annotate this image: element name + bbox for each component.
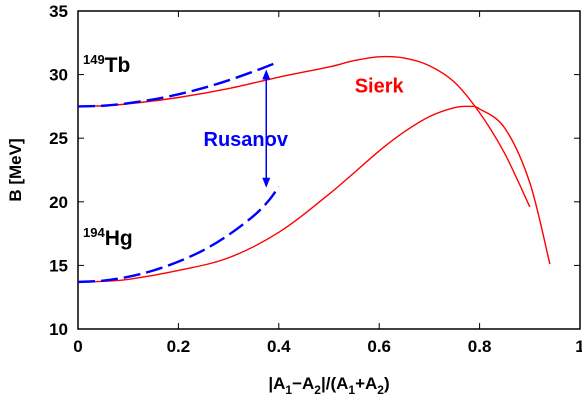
y-tick-label: 20 [49, 193, 68, 212]
series-line-sierk_hg [77, 105, 551, 283]
x-tick-label: 0 [73, 337, 82, 356]
label-194hg-mass: 194 [83, 225, 105, 240]
ticks: 0 0.2 0.4 0.6 0.8 1 10 15 20 25 30 35 [49, 2, 582, 356]
x-tick-label: 0.2 [167, 337, 191, 356]
label-149tb-symbol: Tb [105, 54, 131, 77]
y-tick-label: 25 [49, 129, 68, 148]
plot-area-frame [77, 10, 581, 330]
x-axis-title: |A1−A2|/(A1+A2) [268, 374, 389, 397]
y-tick-label: 10 [49, 320, 68, 339]
x-tick-label: 1 [575, 337, 582, 356]
x-tick-label: 0.6 [367, 337, 391, 356]
arrow-head-up [262, 69, 271, 80]
series-line-sierk_tb [77, 55, 531, 208]
label-149tb: 149Tb [83, 52, 130, 77]
arrow-head-down [262, 177, 271, 188]
label-194hg-symbol: Hg [105, 227, 133, 250]
annotations-layer: 149Tb 194Hg Sierk Rusanov [83, 52, 405, 250]
label-sierk: Sierk [355, 75, 405, 97]
series-line-rusanov_hg [77, 185, 280, 284]
series-layer [77, 55, 551, 284]
y-tick-label: 35 [49, 2, 68, 21]
series-line-rusanov_tb [77, 60, 280, 108]
x-tick-label: 0.4 [267, 337, 291, 356]
y-tick-label: 15 [49, 256, 68, 275]
label-rusanov: Rusanov [204, 129, 289, 151]
x-tick-label: 0.8 [468, 337, 492, 356]
y-tick-label: 30 [49, 66, 68, 85]
label-149tb-mass: 149 [83, 52, 105, 67]
label-194hg: 194Hg [83, 225, 133, 250]
y-axis-title: B [MeV] [6, 138, 25, 201]
